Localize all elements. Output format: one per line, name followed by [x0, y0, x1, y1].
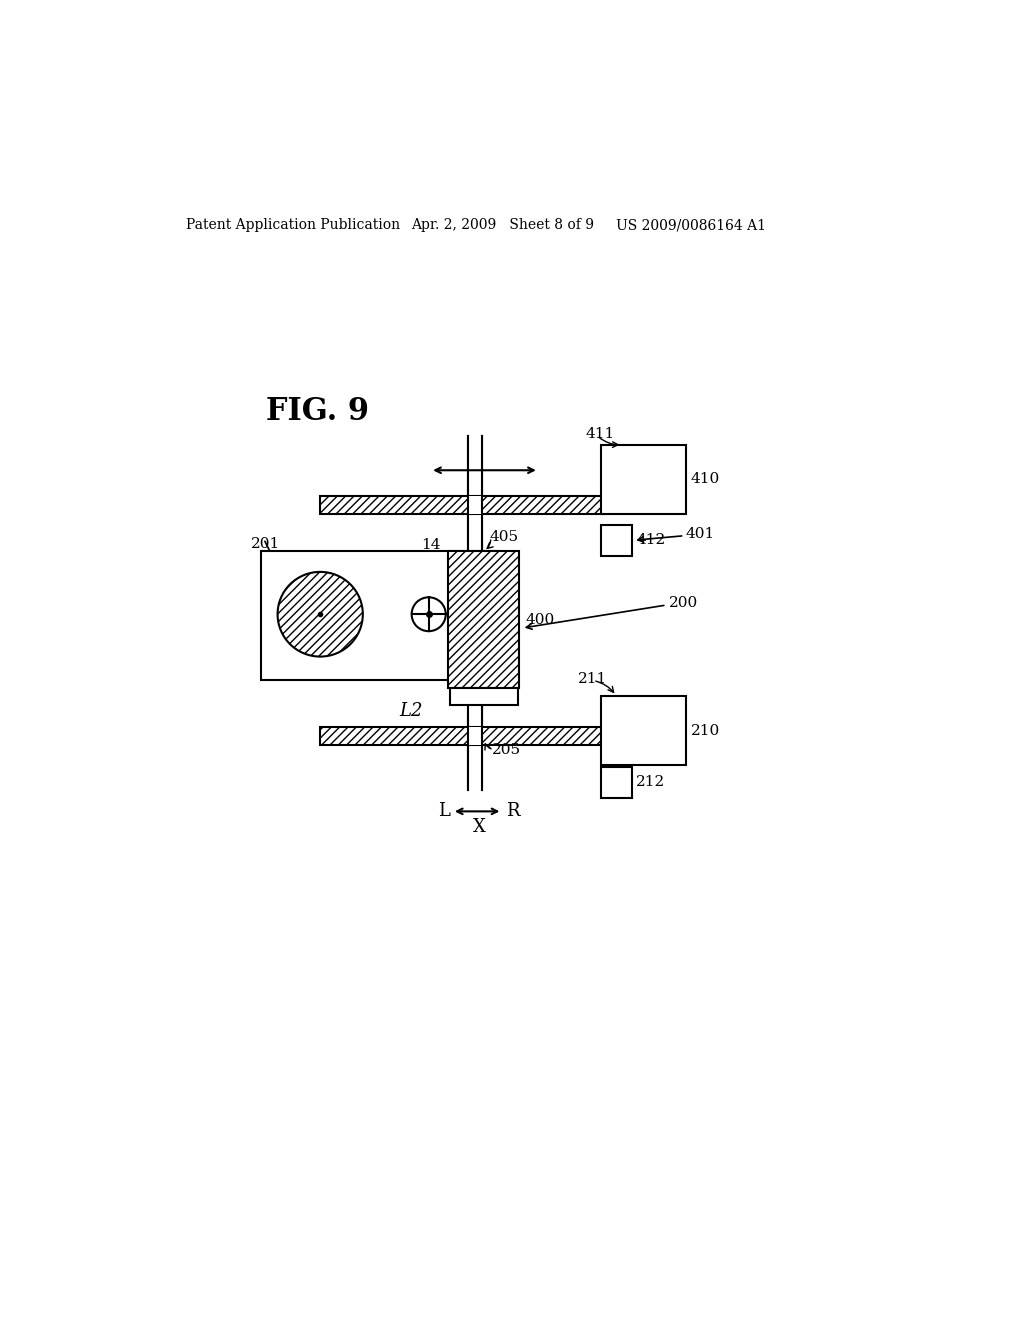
Bar [469, 434, 481, 789]
Text: 210: 210 [690, 723, 720, 738]
Bar [321, 496, 607, 515]
Text: FIG. 9: FIG. 9 [266, 396, 369, 426]
Text: 14a: 14a [429, 557, 457, 570]
Text: 200: 200 [669, 597, 698, 610]
Text: X: X [473, 818, 485, 836]
Text: Patent Application Publication: Patent Application Publication [186, 218, 400, 232]
Bar [321, 726, 607, 744]
Text: 412: 412 [636, 533, 666, 548]
Text: L: L [438, 803, 450, 820]
Text: 14: 14 [421, 539, 440, 552]
Text: 201: 201 [251, 537, 280, 552]
Circle shape [412, 597, 445, 631]
Bar [468, 726, 482, 744]
Bar [450, 688, 518, 705]
Bar [321, 726, 607, 744]
Bar [601, 767, 632, 797]
Text: R: R [506, 803, 520, 820]
Text: 211: 211 [578, 672, 607, 686]
Bar [601, 696, 686, 766]
Bar [468, 496, 482, 515]
Text: 405: 405 [489, 531, 518, 544]
Text: 411: 411 [586, 428, 614, 441]
Bar [449, 552, 519, 688]
Text: 212: 212 [636, 775, 666, 789]
Text: 13: 13 [286, 564, 305, 577]
Bar [601, 525, 632, 556]
Bar [449, 552, 519, 688]
Text: 14b: 14b [397, 557, 427, 570]
Circle shape [278, 572, 362, 656]
Text: 400: 400 [525, 612, 555, 627]
Text: Apr. 2, 2009   Sheet 8 of 9: Apr. 2, 2009 Sheet 8 of 9 [411, 218, 594, 232]
Bar [261, 552, 499, 681]
Text: 410: 410 [690, 473, 720, 487]
Text: 401: 401 [686, 527, 715, 541]
Bar [321, 496, 607, 515]
Bar [601, 445, 686, 515]
Text: 205: 205 [493, 743, 521, 756]
Text: L2: L2 [399, 702, 423, 721]
Text: US 2009/0086164 A1: US 2009/0086164 A1 [616, 218, 766, 232]
